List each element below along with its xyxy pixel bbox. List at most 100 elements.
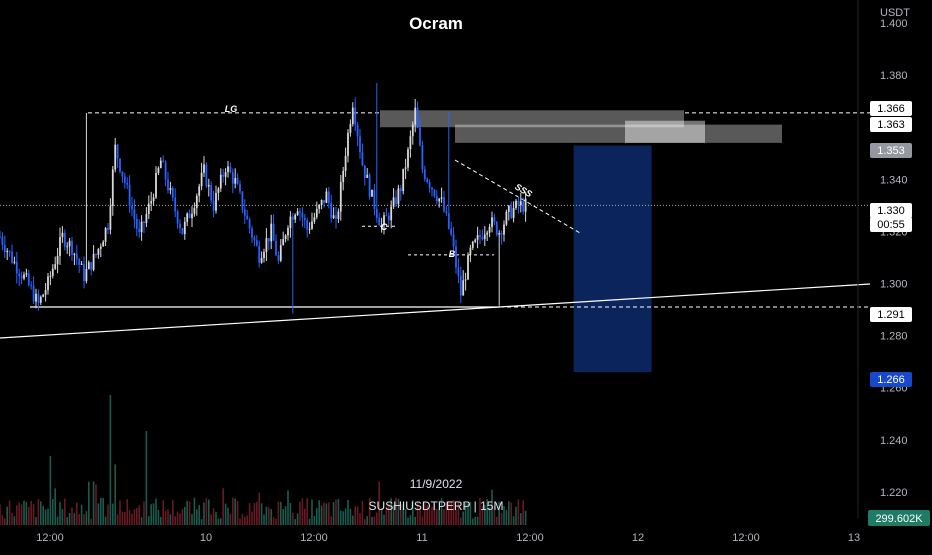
candle-body: [440, 197, 443, 199]
volume-bar: [335, 499, 337, 525]
volume-bar: [131, 513, 133, 525]
volume-bar: [23, 500, 25, 525]
candle-body: [15, 261, 18, 274]
volume-bar: [340, 510, 342, 525]
candle-body: [167, 179, 169, 191]
short-position-target-zone: [573, 145, 652, 373]
candle-body: [253, 237, 256, 241]
volume-bar: [428, 508, 431, 525]
candle-body: [150, 201, 153, 204]
candle-body: [404, 167, 407, 169]
volume-bar: [157, 509, 160, 525]
volume-bar: [6, 506, 8, 525]
candle-body: [289, 216, 292, 228]
annotation-lg: LG: [225, 104, 238, 114]
volume-bar: [464, 503, 467, 525]
volume-tag-bg: [868, 510, 930, 526]
candle-body: [522, 201, 525, 212]
candle-body: [515, 200, 517, 209]
candle-body: [373, 189, 376, 210]
volume-bar: [210, 514, 212, 525]
candle-body: [145, 213, 148, 223]
volume-bar: [476, 516, 479, 525]
volume-bar: [49, 456, 52, 525]
candle-body: [471, 241, 474, 248]
volume-bar: [479, 497, 481, 525]
candle-body: [395, 197, 397, 204]
candle-body: [318, 205, 321, 209]
volume-bar: [133, 508, 136, 525]
volume-bar: [306, 497, 308, 525]
candle-body: [176, 211, 179, 224]
candle-body: [363, 165, 366, 178]
volume-bar: [4, 518, 6, 525]
candle-body: [507, 205, 510, 212]
volume-bar: [368, 498, 371, 525]
volume-bar: [383, 514, 385, 525]
candle-body: [71, 240, 73, 255]
volume-bar: [124, 512, 126, 525]
candle-body: [107, 227, 109, 230]
volume-bar: [512, 516, 515, 525]
candle-body: [25, 273, 28, 275]
volume-bar: [313, 516, 316, 525]
candle-body: [147, 203, 150, 214]
volume-bar: [407, 517, 409, 525]
candle-body: [491, 217, 493, 227]
volume-bar: [354, 506, 356, 525]
volume-bar: [433, 503, 436, 525]
volume-bar: [28, 506, 30, 525]
candle-body: [119, 158, 121, 172]
candle-body: [277, 255, 280, 261]
candle-body: [78, 259, 81, 265]
volume-bar: [414, 516, 416, 525]
volume-bar: [97, 503, 100, 525]
candle-body: [342, 170, 345, 183]
candle-body: [361, 152, 364, 166]
volume-bar: [440, 498, 443, 525]
candle-body: [95, 253, 97, 255]
candle-body: [476, 235, 479, 240]
volume-bar: [342, 511, 344, 525]
volume-bar: [385, 506, 388, 525]
volume-bar: [224, 503, 227, 525]
volume-bar: [8, 500, 11, 525]
price-tag-bg: [870, 372, 912, 387]
volume-bar: [404, 508, 407, 525]
candle-body: [47, 276, 49, 291]
price-tick-label: 1.220: [880, 487, 908, 499]
volume-bar: [438, 509, 440, 525]
candle-body: [128, 184, 131, 207]
candle-body: [339, 182, 342, 212]
volume-bar: [498, 501, 500, 525]
candle-body: [433, 189, 436, 197]
candle-body: [155, 172, 157, 198]
candle-body: [517, 200, 520, 206]
price-tag-bg: [870, 143, 912, 158]
candle-body: [198, 186, 201, 196]
volume-bar: [330, 516, 332, 525]
candle-body: [56, 255, 59, 265]
candle-body: [217, 188, 220, 194]
volume-bar: [416, 502, 419, 525]
candle-body: [102, 241, 105, 247]
candle-body: [459, 275, 462, 296]
candle-body: [337, 211, 340, 219]
volume-bar: [308, 518, 311, 525]
watermark-date: 11/9/2022: [410, 477, 463, 491]
volume-bar: [510, 502, 512, 525]
candle-body: [327, 191, 330, 203]
volume-bar: [121, 511, 124, 525]
volume-bar: [282, 509, 284, 525]
candle-body: [505, 211, 508, 225]
volume-bar: [18, 502, 20, 525]
volume-bar: [208, 499, 210, 525]
candle-body: [366, 174, 369, 178]
candle-body: [524, 198, 527, 212]
candle-body: [75, 253, 78, 260]
volume-tag: 299.602K: [875, 513, 923, 525]
volume-bar: [32, 503, 35, 525]
price-tick-label: 1.380: [880, 70, 908, 82]
